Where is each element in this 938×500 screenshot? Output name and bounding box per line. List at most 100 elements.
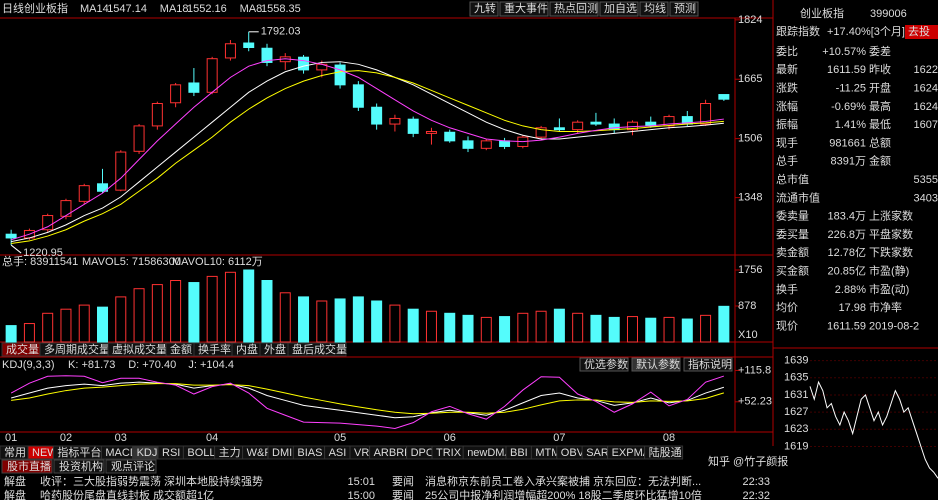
quote-label: 委卖量 bbox=[776, 210, 809, 223]
candle-body bbox=[572, 121, 584, 131]
indicator-tab-label[interactable]: BOLL bbox=[187, 447, 215, 459]
toolbar-button-label[interactable]: 九转 bbox=[474, 1, 496, 15]
quote-label: 换手 bbox=[776, 282, 798, 296]
sub-tab[interactable] bbox=[287, 342, 347, 357]
ma-name: MA14 bbox=[80, 3, 109, 15]
indicator-tab-label[interactable]: KDJ bbox=[137, 447, 158, 459]
bottom-tab-label[interactable]: 股市直播 bbox=[7, 459, 51, 473]
sub-tab-label[interactable]: 外盘 bbox=[264, 342, 286, 356]
indicator-tab-label[interactable]: MTM bbox=[535, 447, 560, 459]
kdj-button[interactable] bbox=[683, 357, 733, 372]
toolbar-button[interactable] bbox=[669, 1, 699, 17]
candle-body bbox=[425, 131, 437, 134]
quote-label: 涨幅 bbox=[776, 100, 798, 113]
toolbar-button-label[interactable]: 预测 bbox=[674, 2, 696, 15]
sub-tab-label[interactable]: 成交量 bbox=[6, 342, 39, 356]
x-tick-label: 05 bbox=[334, 432, 346, 444]
news-headline[interactable]: 哈药股份尾盘直线封板 成交额超1亿 bbox=[40, 488, 214, 500]
indicator-tab-label[interactable]: MACD bbox=[105, 447, 137, 459]
ma-line bbox=[11, 61, 724, 243]
bottom-tab[interactable] bbox=[1, 459, 53, 474]
indicator-tab-label[interactable]: SAR bbox=[586, 447, 609, 459]
sub-tab-label[interactable]: 多周期成交量 bbox=[44, 342, 110, 356]
kdj-button-label[interactable]: 指标说明 bbox=[688, 357, 732, 371]
kdj-line bbox=[11, 383, 725, 415]
kdj-button-label[interactable]: 优选参数 bbox=[584, 357, 628, 371]
invest-button[interactable] bbox=[905, 25, 938, 39]
kdj-button[interactable] bbox=[631, 357, 681, 372]
indicator-tab-label[interactable]: TRIX bbox=[436, 447, 462, 459]
quote-value: 183.4万 bbox=[827, 211, 866, 223]
volume-bar bbox=[206, 275, 218, 343]
invest-button-label[interactable]: 去投 bbox=[908, 24, 930, 38]
candle-body bbox=[407, 118, 419, 134]
indicator-tab-label[interactable]: BIAS bbox=[297, 447, 322, 459]
indicator-tab-label[interactable]: 常用 bbox=[4, 446, 26, 459]
indicator-tab-label[interactable]: 陆股通 bbox=[649, 445, 682, 459]
sub-tab-label[interactable]: 虚拟成交量 bbox=[112, 342, 167, 356]
toolbar-button[interactable] bbox=[549, 1, 599, 17]
indicator-tab[interactable] bbox=[644, 445, 684, 460]
y-tick-label: 1665 bbox=[738, 73, 762, 85]
quote-label: 涨跌 bbox=[776, 81, 798, 95]
indicator-tab-label[interactable]: EXPMA bbox=[612, 447, 651, 459]
toolbar-button[interactable] bbox=[639, 1, 669, 17]
x-tick-label: 03 bbox=[115, 432, 127, 444]
kdj-button[interactable] bbox=[579, 357, 629, 372]
bottom-tab[interactable] bbox=[105, 459, 157, 474]
sub-tab-label[interactable]: 内盘 bbox=[236, 342, 258, 356]
toolbar-button-label[interactable]: 均线 bbox=[644, 1, 666, 15]
indicator-tab-label[interactable]: NEW bbox=[32, 447, 58, 459]
toolbar-button-label[interactable]: 加自选 bbox=[604, 2, 637, 15]
toolbar-button-label[interactable]: 热点回测 bbox=[554, 2, 598, 15]
volume-bar bbox=[188, 282, 200, 343]
sub-tab-label[interactable]: 金额 bbox=[170, 342, 192, 356]
sub-tab-label[interactable]: 换手率 bbox=[198, 342, 231, 356]
volume-bar bbox=[663, 316, 675, 343]
indicator-tab-label[interactable]: 主力 bbox=[219, 446, 241, 459]
toolbar-button-label[interactable]: 重大事件 bbox=[504, 1, 548, 15]
news-headline[interactable]: 25公司中报净利润增幅超200% 18股二季度环比猛增10倍 bbox=[425, 488, 702, 500]
bottom-tab-label[interactable]: 观点评论 bbox=[111, 459, 155, 473]
indicator-tab-label[interactable]: BBI bbox=[510, 447, 528, 459]
volume-header: 总手: 83911541 bbox=[2, 254, 78, 268]
indicator-tab-label[interactable]: ASI bbox=[329, 447, 347, 459]
indicator-tab-label[interactable]: DPO bbox=[411, 447, 435, 459]
indicator-tab-label[interactable]: newDMA bbox=[467, 447, 512, 459]
kdj-button-label[interactable]: 默认参数 bbox=[636, 357, 680, 371]
toolbar-button[interactable] bbox=[599, 1, 639, 17]
quote-value: -11.25 bbox=[836, 83, 866, 95]
x-tick-label: 01 bbox=[5, 432, 17, 444]
news-headline[interactable]: 消息称京东前员工卷入承兴案被捕 京东回应：无法判断... bbox=[425, 474, 701, 488]
indicator-tab-label[interactable]: ARBRR bbox=[374, 447, 413, 459]
volume-bar bbox=[224, 271, 236, 343]
sub-tab-label[interactable]: 盘后成交量 bbox=[292, 342, 347, 356]
news-headline[interactable]: 收评：三大股指弱势震荡 深圳本地股持续强势 bbox=[40, 474, 263, 488]
kdj-header: K: +81.73 bbox=[68, 359, 115, 371]
candle-body bbox=[700, 103, 712, 125]
indicator-tab-label[interactable]: DMI bbox=[272, 447, 292, 459]
quote-value: 17.98 bbox=[838, 302, 866, 314]
candle-body bbox=[133, 125, 145, 152]
volume-bar bbox=[572, 312, 584, 343]
y-tick-label: 1635 bbox=[784, 372, 808, 384]
bottom-tab-label[interactable]: 投资机构 bbox=[59, 459, 103, 473]
volume-bar bbox=[97, 306, 109, 343]
news-tag: 解盘 bbox=[4, 488, 26, 500]
quote-label: 上涨家数 bbox=[869, 209, 913, 223]
frame bbox=[0, 0, 938, 446]
bottom-tab[interactable] bbox=[53, 459, 105, 474]
period: 日线 bbox=[2, 1, 24, 15]
indicator-tab-label[interactable]: W&R bbox=[247, 447, 273, 459]
toolbar-button[interactable] bbox=[469, 1, 499, 17]
indicator-tab-label[interactable]: VR bbox=[354, 447, 369, 459]
indicator-tab-label[interactable]: 指标平台 bbox=[57, 445, 101, 459]
news-tag: 要闻 bbox=[392, 474, 414, 488]
toolbar-button[interactable] bbox=[499, 1, 549, 17]
indicator-tab-label[interactable]: OBV bbox=[561, 447, 585, 459]
news-time: 22:32 bbox=[742, 490, 770, 500]
indicator-tab-label[interactable]: RSI bbox=[162, 447, 180, 459]
volume-header: MAVOL10: 6112万 bbox=[172, 256, 263, 268]
ma-value: 1558.35 bbox=[261, 3, 301, 15]
candle-body bbox=[224, 43, 236, 59]
